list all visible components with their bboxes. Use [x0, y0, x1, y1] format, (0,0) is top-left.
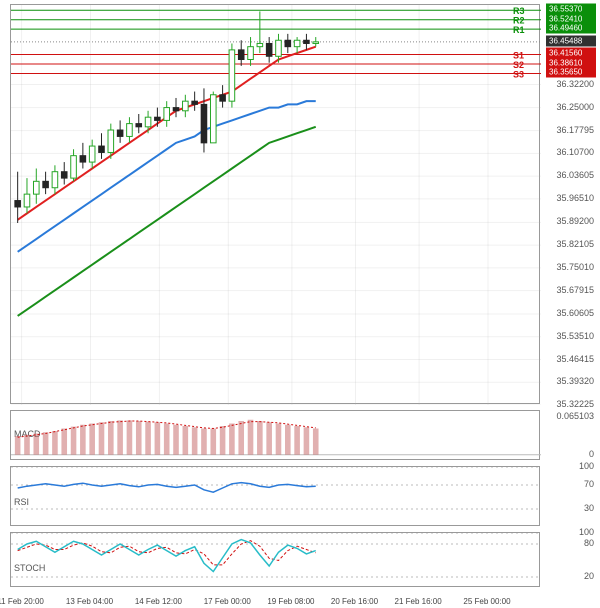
price-y-tick: 35.75010 — [556, 262, 594, 272]
price-chart-svg: R3R2R1S1S2S3 — [11, 5, 541, 405]
time-x-tick: 21 Feb 16:00 — [395, 597, 442, 606]
price-y-axis: 36.32200 36.25000 36.17795 36.10700 36.03605… — [543, 4, 598, 404]
rsi-svg — [11, 467, 541, 527]
time-x-tick: 11 Feb 20:00 — [0, 597, 44, 606]
rsi-y-tick: 30 — [584, 503, 594, 513]
macd-upper-tick: 0.065103 — [556, 411, 594, 421]
price-price-tag: 36.35650 — [546, 67, 596, 78]
rsi-y-tick: 100 — [579, 461, 594, 471]
time-x-tick: 19 Feb 08:00 — [267, 597, 314, 606]
price-y-tick: 35.53510 — [556, 331, 594, 341]
price-panel[interactable]: R3R2R1S1S2S3 — [10, 4, 540, 404]
macd-svg — [11, 411, 541, 461]
price-y-tick: 36.03605 — [556, 170, 594, 180]
stoch-y-tick: 80 — [584, 538, 594, 548]
price-y-tick: 36.25000 — [556, 102, 594, 112]
stoch-panel[interactable]: STOCH — [10, 532, 540, 587]
price-y-tick: 35.46415 — [556, 354, 594, 364]
time-x-axis: 11 Feb 20:0013 Feb 04:0014 Feb 12:0017 F… — [10, 592, 540, 606]
time-x-tick: 17 Feb 00:00 — [204, 597, 251, 606]
chart-container: R3R2R1S1S2S3 36.3220036.2500036.1779536.… — [0, 0, 600, 608]
time-x-tick: 20 Feb 16:00 — [331, 597, 378, 606]
time-x-tick: 14 Feb 12:00 — [135, 597, 182, 606]
rsi-y-tick: 70 — [584, 479, 594, 489]
macd-y-axis: 0.065103 0 — [543, 410, 598, 460]
price-y-tick: 35.67915 — [556, 285, 594, 295]
svg-text:S3: S3 — [513, 69, 524, 79]
price-y-tick: 36.17795 — [556, 125, 594, 135]
rsi-panel[interactable]: RSI — [10, 466, 540, 526]
price-y-tick: 35.39320 — [556, 376, 594, 386]
price-y-tick: 35.89200 — [556, 216, 594, 226]
stoch-svg — [11, 533, 541, 588]
stoch-y-tick: 20 — [584, 571, 594, 581]
time-x-tick: 25 Feb 00:00 — [463, 597, 510, 606]
price-y-tick: 35.32225 — [556, 399, 594, 409]
price-price-tag: 36.45488 — [546, 35, 596, 46]
price-y-tick: 35.60605 — [556, 308, 594, 318]
rsi-y-axis: 3070100 — [543, 466, 598, 526]
price-y-tick: 35.82105 — [556, 239, 594, 249]
macd-panel[interactable]: MACD — [10, 410, 540, 460]
stoch-y-tick: 100 — [579, 527, 594, 537]
time-x-tick: 13 Feb 04:00 — [66, 597, 113, 606]
macd-lower-tick: 0 — [589, 449, 594, 459]
price-y-tick: 35.96510 — [556, 193, 594, 203]
price-price-tag: 36.49460 — [546, 23, 596, 34]
price-y-tick: 36.10700 — [556, 147, 594, 157]
svg-text:R1: R1 — [513, 25, 525, 35]
stoch-y-axis: 2080100 — [543, 532, 598, 587]
price-y-tick: 36.32200 — [556, 79, 594, 89]
